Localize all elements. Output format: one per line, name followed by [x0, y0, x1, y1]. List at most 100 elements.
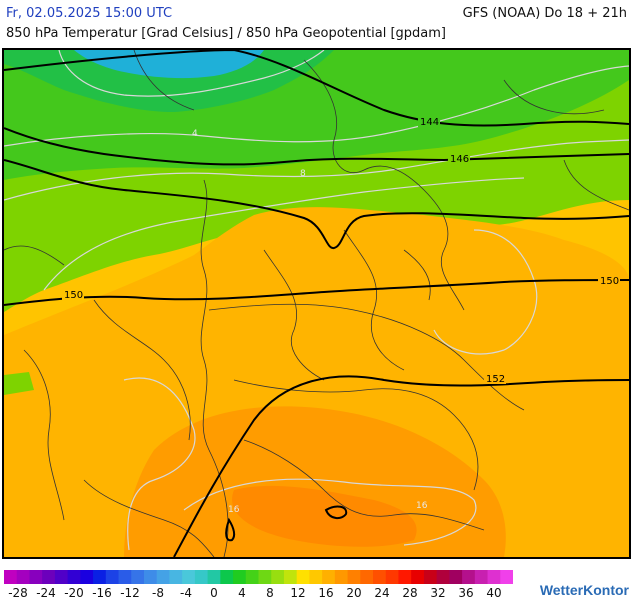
- scale-swatch: [16, 570, 30, 584]
- contour-label-152: 152: [486, 374, 505, 385]
- scale-swatch: [398, 570, 412, 584]
- contour-labels: 144 146 150 150 152: [62, 115, 620, 385]
- scale-swatch: [449, 570, 463, 584]
- color-scale: [4, 570, 513, 584]
- scale-label: -20: [64, 586, 84, 600]
- scale-swatch: [169, 570, 183, 584]
- contour-label-144: 144: [420, 117, 439, 128]
- border-line: [303, 59, 465, 311]
- border-line: [343, 229, 405, 371]
- isotherm-line: [183, 478, 477, 546]
- isotherm-label: 8: [300, 169, 306, 179]
- forecast-date: Fr, 02.05.2025 15:00 UTC: [6, 6, 173, 21]
- contour-148: [4, 159, 629, 249]
- border-line: [233, 379, 479, 491]
- isotherm-line: [58, 50, 325, 97]
- border-line: [93, 299, 191, 441]
- scale-swatch: [385, 570, 399, 584]
- contour-closed-small: [324, 505, 348, 520]
- scale-swatch: [411, 570, 425, 584]
- contour-146: [4, 127, 629, 166]
- scale-swatch: [42, 570, 56, 584]
- scale-swatch: [487, 570, 501, 584]
- contour-label-146: 146: [450, 154, 469, 165]
- scale-swatch: [105, 570, 120, 584]
- border-line: [243, 439, 485, 531]
- scale-swatch: [347, 570, 361, 584]
- map-canvas: 144 146 150 150 152 4 8 16 16: [4, 50, 629, 557]
- scale-swatch: [29, 570, 43, 584]
- isotherm-line: [4, 139, 629, 201]
- scale-swatch: [156, 570, 170, 584]
- border-line: [563, 159, 629, 211]
- contour-150: [4, 279, 629, 306]
- scale-label: 0: [210, 586, 218, 600]
- scale-label: 12: [290, 586, 306, 600]
- scale-swatch: [207, 570, 221, 584]
- scale-swatch: [93, 570, 107, 584]
- scale-label: 40: [486, 586, 502, 600]
- contour-label-150-west: 150: [64, 290, 83, 301]
- scale-label: 8: [266, 586, 274, 600]
- scale-swatch: [436, 570, 450, 584]
- scale-label: -16: [92, 586, 112, 600]
- scale-label: 20: [346, 586, 362, 600]
- scale-label: -28: [8, 586, 28, 600]
- scale-swatch: [233, 570, 247, 584]
- contour-closed-small: [225, 517, 236, 542]
- scale-label: -8: [152, 586, 164, 600]
- scale-swatch: [360, 570, 374, 584]
- scale-label: 4: [238, 586, 246, 600]
- scale-swatch: [271, 570, 285, 584]
- scale-swatch: [245, 570, 259, 584]
- scale-swatch: [258, 570, 272, 584]
- border-line: [133, 50, 195, 111]
- scale-swatch: [220, 570, 234, 584]
- scale-label: 32: [430, 586, 446, 600]
- border-line: [23, 349, 65, 521]
- isotherm-labels: 4 8 16 16: [192, 129, 428, 515]
- borders: [4, 50, 629, 557]
- scale-swatch: [194, 570, 209, 584]
- map-title: 850 hPa Temperatur [Grad Celsius] / 850 …: [6, 26, 447, 41]
- isotherm-line: [43, 177, 525, 291]
- scale-swatch: [462, 570, 476, 584]
- weather-map[interactable]: 144 146 150 150 152 4 8 16 16: [2, 48, 631, 559]
- isotherm-label: 16: [228, 505, 240, 515]
- contour-152: [173, 375, 629, 557]
- isotherm-line: [4, 65, 629, 147]
- scale-swatch: [296, 570, 310, 584]
- brand-logo: WetterKontor: [539, 582, 629, 598]
- isotherm-line: [433, 229, 538, 355]
- border-line: [403, 249, 431, 301]
- scale-swatch: [80, 570, 94, 584]
- border-line: [4, 245, 65, 266]
- scale-label: 28: [402, 586, 418, 600]
- isotherm-label: 16: [416, 501, 428, 511]
- scale-swatch: [309, 570, 323, 584]
- scale-swatch: [131, 570, 145, 584]
- scale-label: -12: [120, 586, 140, 600]
- scale-swatch: [67, 570, 81, 584]
- isotherm-label: 4: [192, 129, 198, 139]
- isotherms: [4, 50, 629, 551]
- model-run: GFS (NOAA) Do 18 + 21h: [462, 6, 627, 21]
- border-line: [200, 179, 229, 557]
- temp-patch-green: [4, 372, 34, 395]
- scale-swatch: [4, 570, 18, 584]
- temp-field-cooler: [4, 50, 334, 112]
- border-line: [263, 249, 325, 381]
- scale-swatch: [500, 570, 513, 584]
- scale-swatch: [322, 570, 336, 584]
- scale-swatch: [182, 570, 196, 584]
- scale-label: -24: [36, 586, 56, 600]
- temp-field-hottest: [232, 485, 417, 547]
- scale-swatch: [334, 570, 349, 584]
- border-line: [503, 79, 605, 115]
- scale-label: 24: [374, 586, 390, 600]
- scale-label: -4: [180, 586, 192, 600]
- scale-swatch: [143, 570, 158, 584]
- scale-labels: -28 -24 -20 -16 -12 -8 -4 0 4 8 12 16 20 24 28 32 36 40: [0, 586, 520, 600]
- scale-swatch: [54, 570, 69, 584]
- scale-swatch: [474, 570, 489, 584]
